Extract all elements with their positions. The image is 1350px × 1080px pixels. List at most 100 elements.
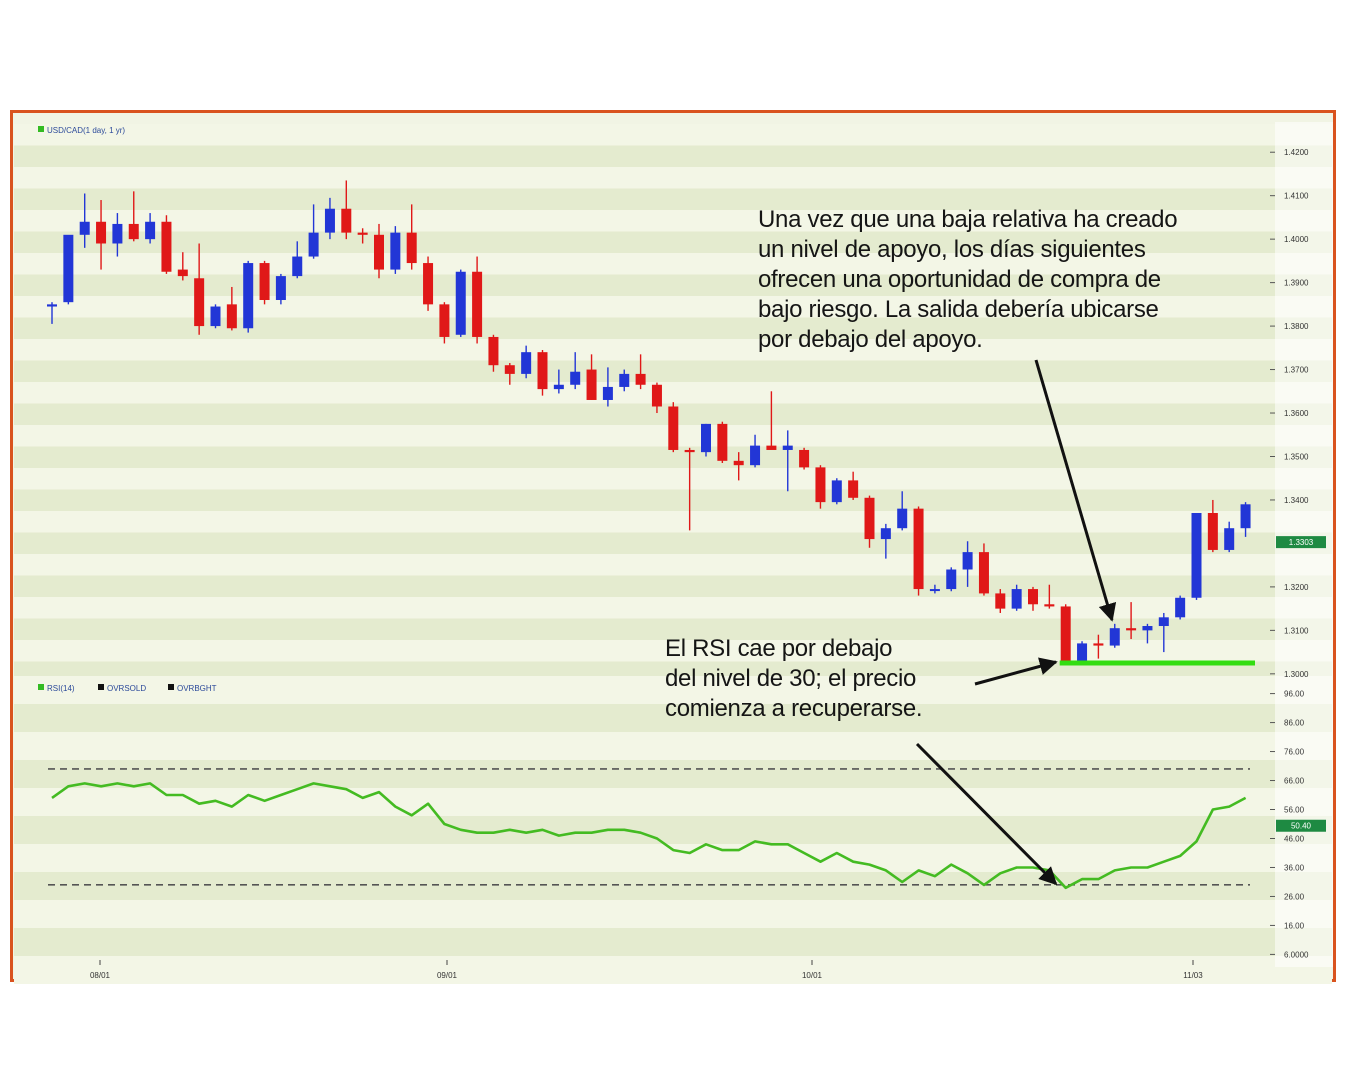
- candle-body: [602, 386, 613, 400]
- candle: [570, 352, 581, 390]
- candle: [79, 193, 90, 248]
- candle: [766, 391, 777, 450]
- y-tick-label: 1.3000: [1284, 670, 1309, 679]
- y-tick-label: 26.00: [1284, 892, 1305, 901]
- x-axis: 08/01 09/01 10/01 11/03: [90, 960, 1203, 980]
- y-tick-label: 96.00: [1284, 690, 1305, 699]
- candle-body: [1028, 589, 1038, 605]
- candle: [210, 304, 221, 329]
- rsi-legend-label: OVRSOLD: [107, 684, 146, 693]
- candle: [864, 495, 875, 548]
- candle: [946, 567, 957, 592]
- candle: [978, 543, 989, 596]
- annotation-support: Una vez que una baja relativa ha creado …: [758, 205, 1178, 355]
- candle: [1077, 641, 1088, 663]
- y-tick-label: 36.00: [1284, 863, 1305, 872]
- candle: [145, 213, 156, 244]
- candle-body: [831, 480, 842, 503]
- band: [14, 317, 1332, 339]
- candle-body: [995, 593, 1006, 609]
- band: [14, 511, 1332, 533]
- y-tick-label: 46.00: [1284, 834, 1305, 843]
- candle-body: [553, 384, 564, 390]
- candle-body: [194, 278, 205, 327]
- candle-body: [63, 234, 74, 303]
- x-tick-label: 08/01: [90, 971, 111, 980]
- candle: [243, 260, 254, 333]
- candle-body: [1093, 643, 1104, 646]
- arrow-to-support-low: [974, 657, 1058, 686]
- candle: [455, 269, 466, 337]
- candle: [799, 447, 810, 470]
- y-tick-label: 86.00: [1284, 719, 1305, 728]
- candle: [472, 256, 483, 344]
- candle: [63, 234, 74, 305]
- candle-body: [374, 234, 384, 270]
- band: [14, 124, 1332, 146]
- band: [14, 732, 1332, 760]
- candle: [995, 589, 1006, 613]
- x-tick-label: 10/01: [802, 971, 823, 980]
- candle-body: [1109, 628, 1120, 646]
- candle: [1093, 634, 1104, 659]
- y-tick-label: 1.3100: [1284, 626, 1309, 635]
- annotation-arrows: [915, 359, 1117, 886]
- candle: [1240, 502, 1251, 537]
- legends: USD/CAD(1 day, 1 yr) RSI(14) OVRSOLD OVRBGH…: [38, 126, 217, 693]
- y-tick-label: 66.00: [1284, 777, 1305, 786]
- x-tick-label: 09/01: [437, 971, 458, 980]
- candle-body: [259, 263, 270, 301]
- rsi-panel-bands: [14, 676, 1332, 984]
- candle: [521, 345, 532, 379]
- candle-body: [488, 336, 499, 366]
- candle-body: [275, 276, 286, 301]
- band: [14, 468, 1332, 490]
- candle-body: [946, 569, 957, 590]
- candle: [128, 191, 139, 242]
- candle-body: [815, 467, 826, 503]
- candle: [602, 367, 613, 407]
- annotation-line: ofrecen una oportunidad de compra de: [758, 266, 1161, 293]
- candle-body: [406, 232, 417, 264]
- candle-body: [243, 263, 254, 329]
- band: [14, 661, 1332, 676]
- candle: [733, 452, 744, 481]
- candle: [1011, 584, 1022, 611]
- band: [14, 382, 1332, 404]
- candle-body: [1191, 512, 1202, 598]
- band: [14, 597, 1332, 619]
- candle-body: [1175, 597, 1186, 618]
- candle-body: [537, 352, 548, 390]
- candle: [1191, 512, 1202, 600]
- candle-body: [96, 221, 107, 244]
- candle: [504, 363, 515, 385]
- candle: [194, 243, 205, 335]
- candle-body: [79, 221, 90, 235]
- candle: [1028, 586, 1038, 611]
- annotation-line: Una vez que una baja relativa ha creado: [758, 206, 1178, 233]
- candle: [880, 523, 891, 559]
- candle-body: [455, 271, 466, 335]
- band: [14, 575, 1332, 597]
- candle: [390, 226, 401, 274]
- rsi-axis: 96.00 86.00 76.00 66.00 56.00 46.00 36.00 26.00…: [1270, 690, 1326, 959]
- y-tick-label: 56.00: [1284, 806, 1305, 815]
- candle: [1175, 595, 1186, 620]
- arrow-to-rsi-low: [915, 742, 1058, 886]
- band: [14, 872, 1332, 900]
- candle-body: [390, 232, 401, 270]
- candle: [929, 584, 940, 594]
- y-tick-label: 1.3800: [1284, 322, 1309, 331]
- candle: [112, 213, 123, 257]
- y-tick-label: 1.3500: [1284, 452, 1309, 461]
- band: [14, 928, 1332, 956]
- candle: [537, 349, 548, 396]
- candle-body: [210, 306, 221, 327]
- price-axis: 1.4200 1.4100 1.4000 1.3900 1.3800 1.3700 1.36…: [1270, 148, 1326, 679]
- band: [14, 676, 1332, 704]
- candle-body: [1142, 626, 1153, 631]
- candle-body: [1207, 512, 1218, 550]
- candle-body: [570, 371, 581, 385]
- candle: [423, 256, 434, 311]
- candle-body: [521, 352, 532, 374]
